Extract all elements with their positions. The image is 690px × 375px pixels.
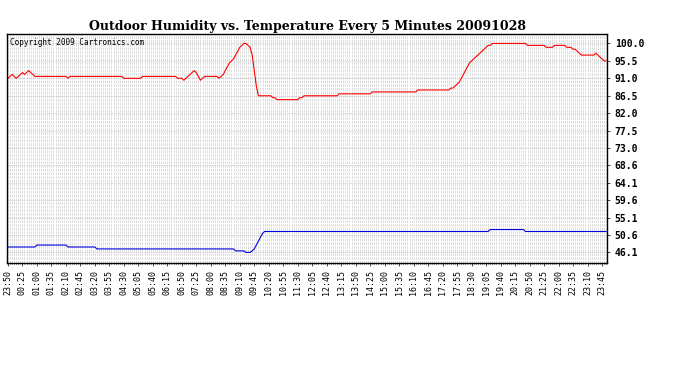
Text: Copyright 2009 Cartronics.com: Copyright 2009 Cartronics.com	[10, 38, 144, 47]
Title: Outdoor Humidity vs. Temperature Every 5 Minutes 20091028: Outdoor Humidity vs. Temperature Every 5…	[88, 20, 526, 33]
